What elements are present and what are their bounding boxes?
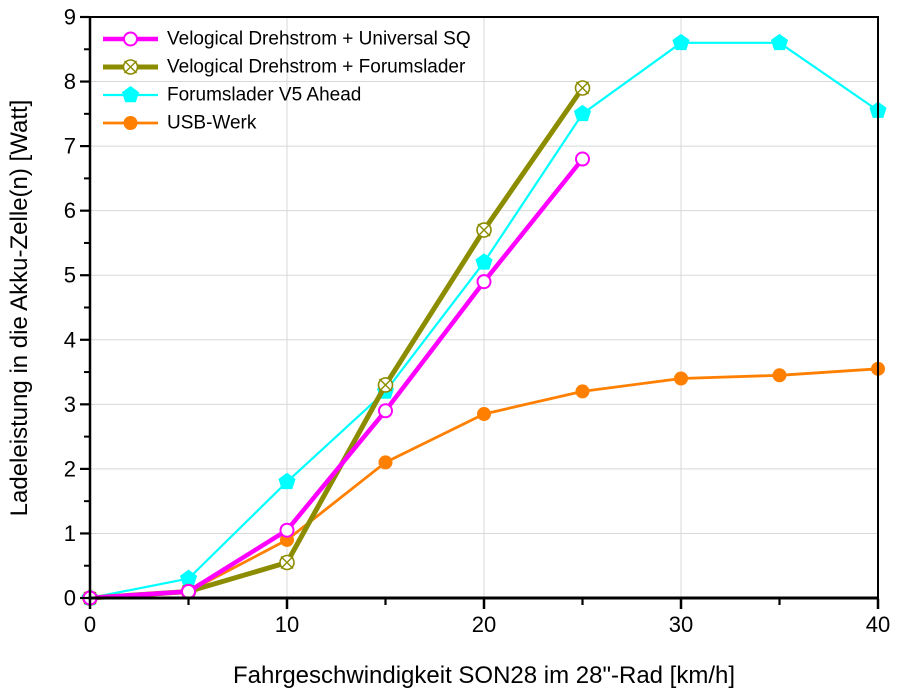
filled-circle-marker bbox=[674, 371, 688, 386]
y-tick-label: 2 bbox=[64, 456, 76, 481]
y-tick-label: 1 bbox=[64, 521, 76, 546]
x-tick-label: 30 bbox=[669, 612, 693, 637]
circle-x-marker-stroke bbox=[280, 555, 294, 570]
circle-x-marker bbox=[279, 554, 295, 571]
legend-item: USB-Werk bbox=[103, 113, 257, 134]
legend-item: Velogical Drehstrom + Universal SQ bbox=[103, 29, 471, 50]
series-line bbox=[89, 86, 585, 601]
circle-x-marker-stroke bbox=[575, 81, 590, 95]
open-circle-marker bbox=[575, 151, 590, 167]
series-line bbox=[89, 157, 585, 601]
x-tick-label: 40 bbox=[866, 612, 890, 637]
circle-x-marker bbox=[377, 377, 394, 393]
y-tick-label: 3 bbox=[64, 392, 76, 417]
circle-x-marker-stroke bbox=[477, 223, 491, 237]
x-tick-label: 20 bbox=[472, 612, 496, 637]
plot-frame bbox=[88, 16, 879, 600]
circle-x-marker-stroke bbox=[123, 60, 138, 74]
y-axis-title: Ladeleistung in die Akku-Zelle(n) [Watt] bbox=[6, 100, 33, 517]
series-velogical-drehstrom-forumslader bbox=[82, 80, 591, 606]
legend-label: Velogical Drehstrom + Forumslader bbox=[167, 57, 466, 78]
pentagon-marker bbox=[770, 33, 789, 51]
pentagon-marker bbox=[475, 253, 493, 270]
y-tick-label: 4 bbox=[64, 327, 76, 352]
open-circle-marker bbox=[123, 31, 138, 47]
pentagon-marker bbox=[573, 104, 592, 122]
open-circle-marker bbox=[279, 522, 295, 538]
y-tick-label: 0 bbox=[64, 586, 76, 611]
x-tick-label: 10 bbox=[275, 612, 299, 637]
filled-circle-marker bbox=[378, 455, 393, 470]
legend-item: Forumslader V5 Ahead bbox=[103, 85, 361, 106]
series-velogical-drehstrom-universal-sq bbox=[82, 151, 590, 606]
series-layer bbox=[81, 33, 887, 606]
circle-x-marker-stroke bbox=[378, 378, 393, 392]
pentagon-marker bbox=[121, 86, 140, 103]
axis-ticks bbox=[80, 15, 880, 609]
y-tick-label: 8 bbox=[64, 69, 76, 94]
gridlines bbox=[90, 17, 878, 598]
circle-x-marker bbox=[476, 222, 492, 238]
filled-circle-marker bbox=[477, 407, 491, 422]
filled-circle-marker bbox=[575, 384, 590, 399]
legend: Velogical Drehstrom + Universal SQ Velogi… bbox=[103, 29, 471, 134]
pentagon-marker bbox=[278, 472, 296, 490]
circle-x-marker bbox=[122, 59, 139, 75]
pentagon-marker bbox=[672, 33, 690, 51]
x-axis-title: Fahrgeschwindigkeit SON28 im 28"-Rad [km… bbox=[233, 662, 735, 689]
y-tick-label: 6 bbox=[64, 198, 76, 223]
legend-label: Forumslader V5 Ahead bbox=[167, 85, 361, 106]
open-circle-marker bbox=[476, 274, 492, 290]
filled-circle-marker bbox=[772, 368, 787, 383]
open-circle-marker bbox=[378, 403, 393, 419]
y-tick-label: 5 bbox=[64, 263, 76, 288]
filled-circle-marker bbox=[123, 116, 138, 130]
legend-item: Velogical Drehstrom + Forumslader bbox=[103, 57, 466, 78]
open-circle-marker bbox=[181, 584, 196, 600]
circle-x-marker bbox=[574, 80, 591, 96]
legend-label: Velogical Drehstrom + Universal SQ bbox=[167, 29, 471, 50]
x-tick-label: 0 bbox=[84, 612, 96, 637]
y-tick-label: 9 bbox=[64, 5, 76, 30]
legend-label: USB-Werk bbox=[167, 113, 257, 134]
y-tick-label: 7 bbox=[64, 134, 76, 159]
pentagon-marker bbox=[179, 569, 198, 586]
tick-labels: 0 1 2 3 4 5 6 7 8 9 0 10 20 30 40 bbox=[64, 5, 890, 638]
